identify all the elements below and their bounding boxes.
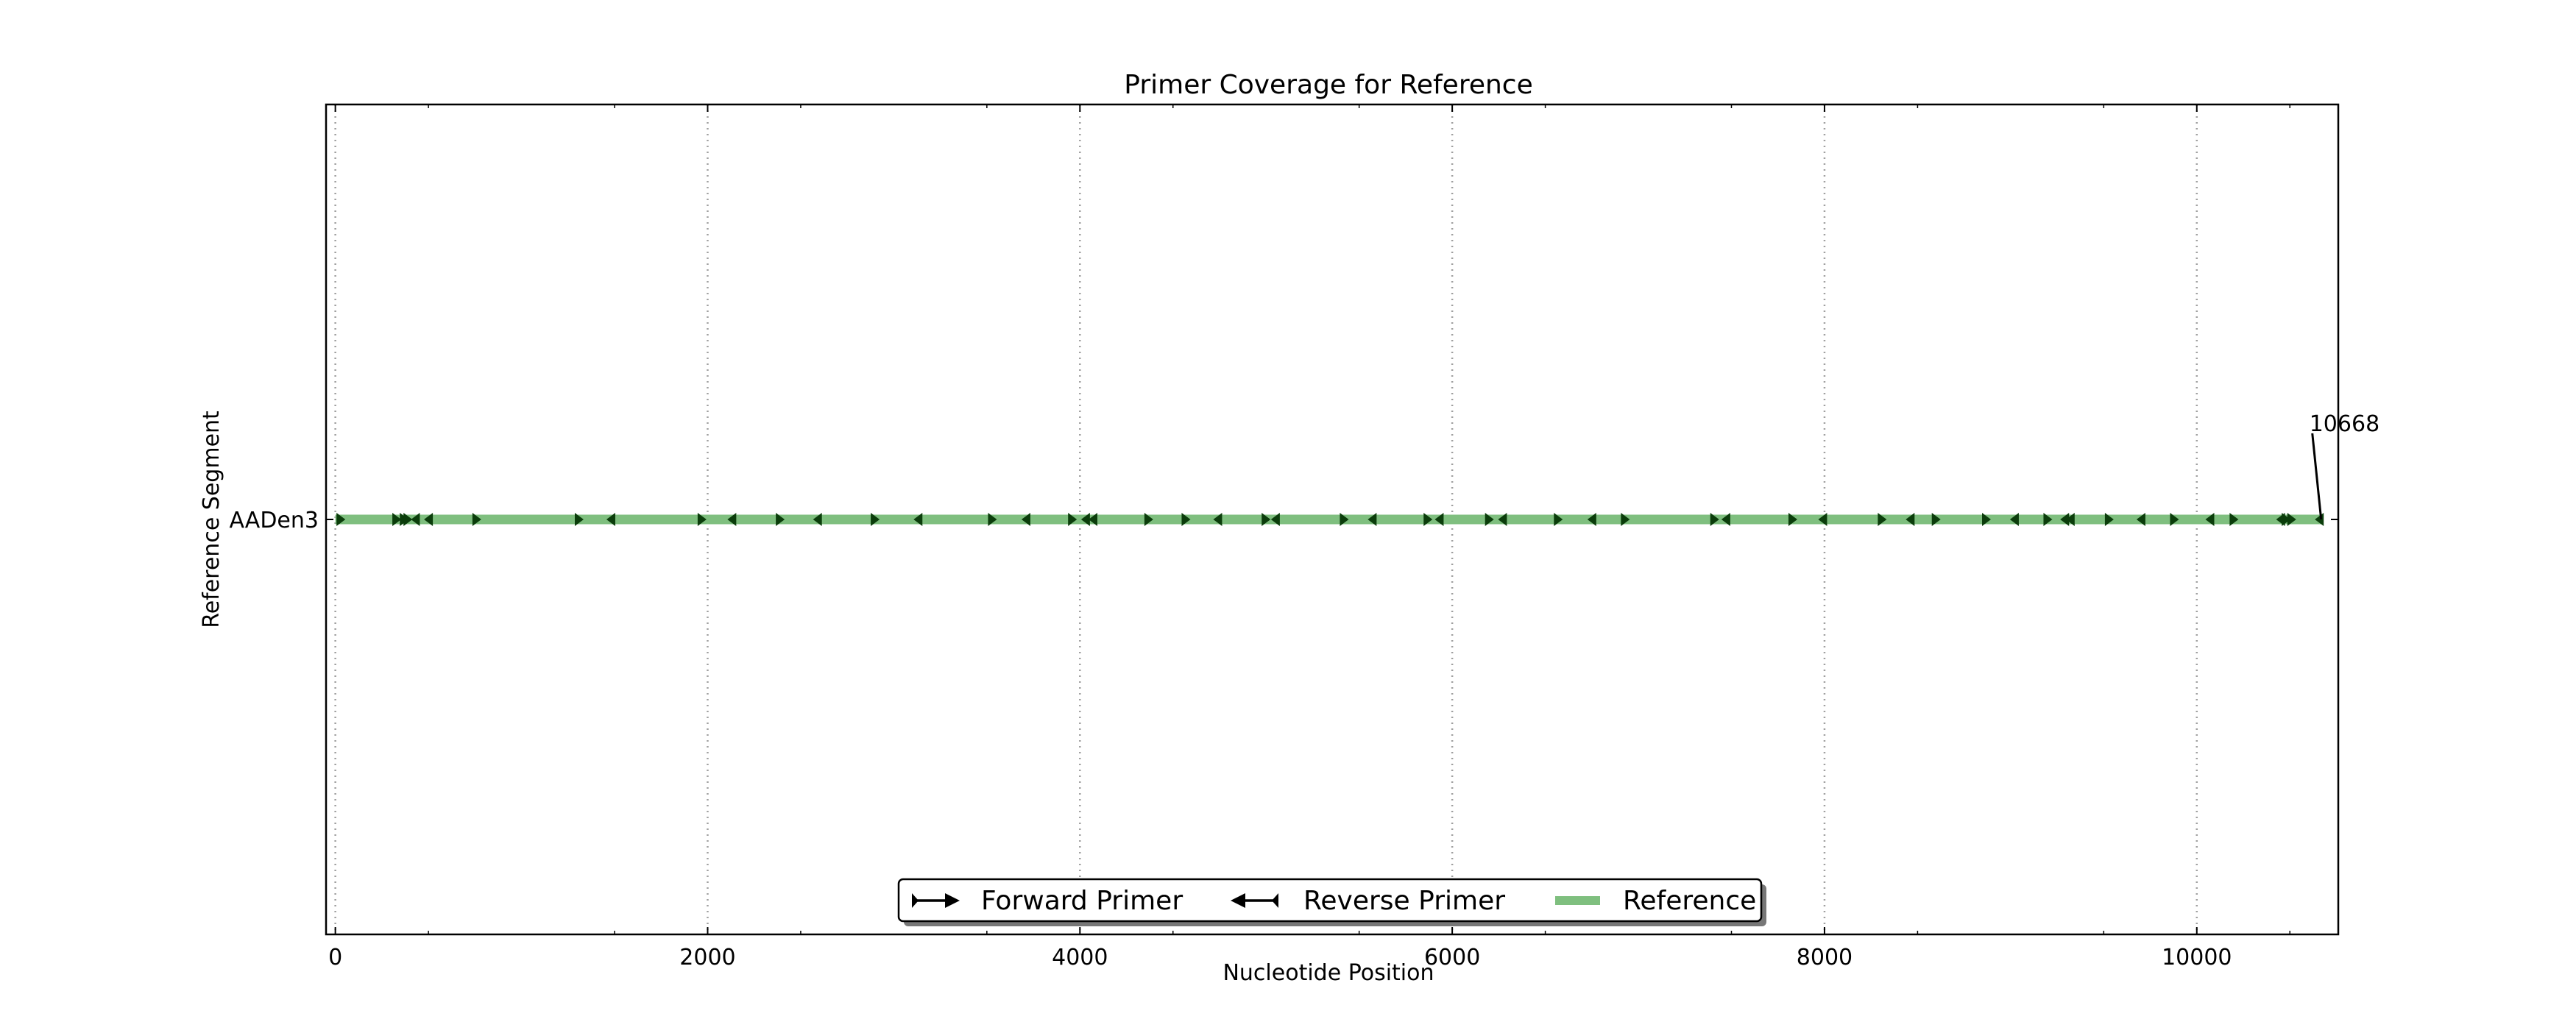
forward-primer-5870: [1423, 513, 1433, 526]
forward-primer-760: [472, 513, 481, 526]
forward-primer-9200: [2043, 513, 2053, 526]
y-axis-label: Reference Segment: [199, 411, 224, 628]
primer-markers-layer: [336, 513, 2324, 526]
reverse-primer-5930: [1434, 513, 1444, 526]
reverse-primer-2130: [727, 513, 737, 526]
forward-primer-10510: [2287, 513, 2296, 526]
x-tick-label-2000: 2000: [679, 945, 735, 970]
reverse-primer-3130: [913, 513, 923, 526]
x-tick-label-6000: 6000: [1424, 945, 1480, 970]
x-tick-label-4000: 4000: [1052, 945, 1108, 970]
length-annotation: 10668: [2310, 411, 2379, 520]
x-tick-label-8000: 8000: [1797, 945, 1853, 970]
forward-primer-5000: [1262, 513, 1271, 526]
x-axis-label: Nucleotide Position: [1222, 960, 1434, 986]
annotation-pointer-line: [2311, 433, 2323, 520]
forward-primer-4370: [1144, 513, 1153, 526]
chart-title: Primer Coverage for Reference: [1124, 70, 1533, 100]
forward-arrow-icon: [912, 893, 960, 908]
reverse-primer-5050: [1270, 513, 1280, 526]
forward-primer-8310: [1878, 513, 1887, 526]
reverse-primer-10070: [2205, 513, 2215, 526]
forward-primer-390: [403, 513, 413, 526]
forward-primer-5420: [1340, 513, 1349, 526]
reverse-primer-9700: [2136, 513, 2145, 526]
forward-primer-30: [336, 513, 346, 526]
annotation-label: 10668: [2310, 411, 2379, 437]
reverse-primer-9320: [2065, 513, 2075, 526]
reverse-arrow-icon: [1231, 893, 1278, 908]
reverse-primer-5570: [1367, 513, 1377, 526]
reverse-primer-10450: [2276, 513, 2285, 526]
reverse-primer-4740: [1213, 513, 1222, 526]
reverse-primer-3710: [1021, 513, 1030, 526]
x-tick-label-0: 0: [328, 945, 342, 970]
legend-box: [897, 878, 1763, 923]
forward-primer-330: [392, 513, 402, 526]
forward-primer-1310: [574, 513, 584, 526]
y-axis-ticks: AADen3: [229, 508, 2338, 533]
forward-primer-8600: [1931, 513, 1941, 526]
forward-primer-6200: [1485, 513, 1494, 526]
forward-primer-1970: [697, 513, 707, 526]
reverse-primer-430: [411, 513, 420, 526]
reverse-primer-6270: [1498, 513, 1507, 526]
reverse-primer-6750: [1587, 513, 1596, 526]
x-tick-label-10000: 10000: [2162, 945, 2232, 970]
forward-primer-3530: [988, 513, 997, 526]
forward-primer-6570: [1554, 513, 1563, 526]
legend-label-reference: Reference: [1623, 886, 1756, 916]
reverse-primer-4030: [1080, 513, 1090, 526]
forward-primer-2390: [776, 513, 785, 526]
forward-primer-7830: [1788, 513, 1797, 526]
y-tick-label-AADen3: AADen3: [229, 508, 319, 533]
forward-primer-10200: [2229, 513, 2239, 526]
forward-primer-8870: [1981, 513, 1991, 526]
reverse-primer-7990: [1818, 513, 1827, 526]
reference-swatch-icon: [1555, 896, 1600, 905]
forward-primer-4570: [1181, 513, 1191, 526]
forward-primer-9880: [2170, 513, 2179, 526]
reverse-primer-8460: [1906, 513, 1915, 526]
reverse-primer-2590: [813, 513, 822, 526]
reverse-primer-9290: [2060, 513, 2070, 526]
reverse-primer-9020: [2009, 513, 2019, 526]
legend-label-reverse-primer: Reverse Primer: [1303, 886, 1505, 916]
forward-primer-3960: [1068, 513, 1078, 526]
forward-primer-2900: [871, 513, 880, 526]
legend: Forward Primer Reverse Primer Reference: [897, 878, 1763, 923]
reverse-primer-1480: [606, 513, 615, 526]
forward-primer-9530: [2104, 513, 2114, 526]
legend-label-forward-primer: Forward Primer: [981, 886, 1183, 916]
reverse-primer-500: [424, 513, 434, 526]
forward-primer-7410: [1710, 513, 1719, 526]
reverse-primer-7470: [1721, 513, 1730, 526]
forward-primer-6930: [1621, 513, 1630, 526]
reverse-primer-4070: [1089, 513, 1098, 526]
x-axis-ticks: 0 2000 4000 6000 8000 10000: [328, 104, 2290, 970]
